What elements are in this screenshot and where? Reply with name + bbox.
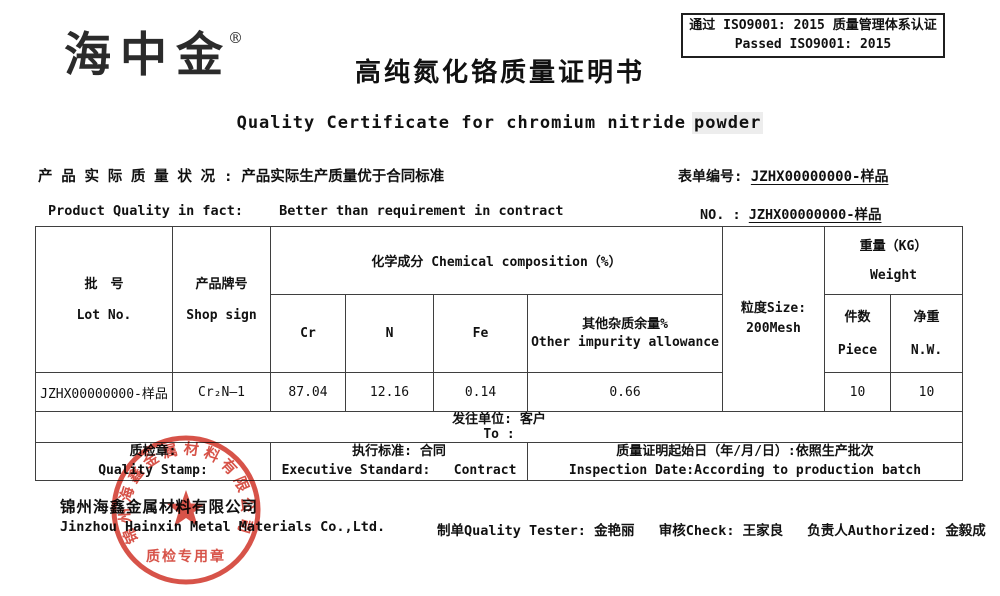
header-shop-sign: 产品牌号 Shop sign	[172, 226, 271, 373]
iso-line-en: Passed ISO9001: 2015	[734, 37, 892, 52]
iso-line-cn: 通过 ISO9001: 2015 质量管理体系认证	[689, 18, 937, 33]
form-no-label: 表单编号:	[678, 169, 743, 185]
header-chemical-composition: 化学成分 Chemical composition（%）	[270, 226, 723, 295]
cell-n: 12.16	[345, 372, 434, 412]
cell-quality-stamp: 质检章: Quality Stamp:	[35, 442, 271, 481]
tester-label: 制单Quality Tester:	[437, 523, 586, 539]
product-status-line-cn: 产 品 实 际 质 量 状 况 : 产品实际生产质量优于合同标准	[38, 165, 444, 186]
header-particle-size: 粒度Size: 200Mesh	[722, 226, 825, 412]
document-title-cn: 高纯氮化铬质量证明书	[354, 58, 645, 88]
registered-trademark-icon: ®	[228, 29, 243, 47]
no-line: NO. : JZHX00000000-样品	[700, 203, 881, 223]
footer-signers-line: 制单Quality Tester: 金艳丽 审核Check: 王家良 负责人Au…	[437, 519, 986, 539]
certificate-table: 批 号 Lot No. 产品牌号 Shop sign 化学成分 Chemical…	[35, 226, 963, 481]
status-value-en: Better than requirement in contract	[279, 203, 564, 219]
status-value-cn: 产品实际生产质量优于合同标准	[241, 169, 445, 185]
header-fe: Fe	[433, 294, 528, 373]
header-cr: Cr	[270, 294, 346, 373]
form-no-value: JZHX00000000-样品	[750, 169, 889, 185]
cell-lot-no: JZHX00000000-样品	[35, 372, 173, 412]
subtitle-text: Quality Certificate for chromium nitride	[236, 113, 686, 133]
authorized-name: 金毅成	[945, 523, 986, 539]
header-other-impurity: 其他杂质余量% Other impurity allowance	[527, 294, 723, 373]
cell-fe: 0.14	[433, 372, 528, 412]
status-label-en: Product Quality in fact:	[48, 203, 244, 219]
cell-net-weight: 10	[890, 372, 963, 412]
tester-name: 金艳丽	[594, 523, 635, 539]
checker-name: 王家良	[742, 523, 784, 539]
cell-cr: 87.04	[270, 372, 346, 412]
stamp-bottom-text: 质检专用章	[146, 548, 226, 565]
document-subtitle-en: Quality Certificate for chromium nitride…	[0, 112, 1000, 134]
footer-company-name-cn: 锦州海鑫金属材料有限公司	[60, 498, 259, 516]
footer-company-name-en: Jinzhou Hainxin Metal Materials Co.,Ltd.	[60, 519, 386, 535]
header-net-weight: 净重 N.W.	[890, 294, 963, 373]
header-lot-no: 批 号 Lot No.	[35, 226, 173, 373]
cell-other-impurity: 0.66	[527, 372, 723, 412]
header-piece: 件数 Piece	[824, 294, 891, 373]
no-label: NO. :	[700, 207, 741, 223]
checker-label: 审核Check:	[658, 523, 735, 539]
cell-executive-standard: 执行标准: 合同 Executive Standard: Contract	[270, 442, 528, 481]
logo-text: 海中金	[64, 28, 232, 83]
status-label-cn: 产 品 实 际 质 量 状 况 :	[38, 169, 233, 185]
header-weight: 重量（KG） Weight	[824, 226, 963, 295]
form-number-line: 表单编号: JZHX00000000-样品	[678, 166, 888, 186]
authorized-label: 负责人Authorized:	[807, 523, 938, 539]
cell-ship-to: 发往单位: 客户 To :	[35, 411, 963, 443]
iso-certification-box: 通过 ISO9001: 2015 质量管理体系认证 Passed ISO9001…	[681, 13, 945, 58]
company-logo: 海中金®	[64, 16, 243, 85]
product-status-line-en: Product Quality in fact: Better than requ…	[48, 203, 564, 219]
subtitle-highlighted-word: powder	[691, 112, 764, 134]
table-row: JZHX00000000-样品 Cr₂N—1 87.04 12.16 0.14 …	[35, 372, 963, 412]
cell-inspection-date: 质量证明起始日（年/月/日）:依照生产批次 Inspection Date:Ac…	[527, 442, 963, 481]
no-value: JZHX00000000-样品	[748, 207, 882, 223]
cell-shop-sign: Cr₂N—1	[172, 372, 271, 412]
header-n: N	[345, 294, 434, 373]
cell-piece: 10	[824, 372, 891, 412]
